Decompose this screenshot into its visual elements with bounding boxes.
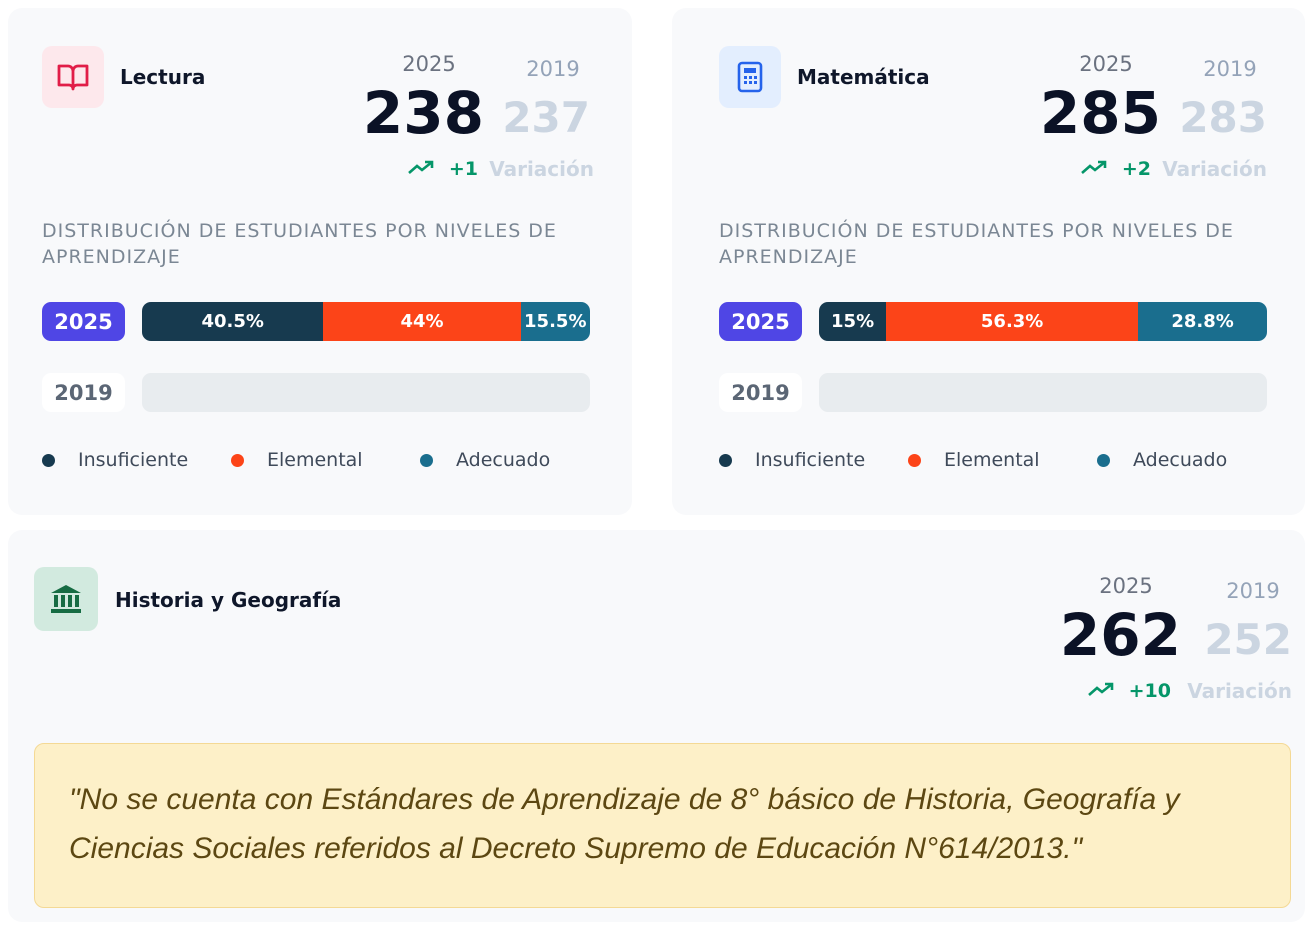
score-change: +1 [407, 157, 478, 181]
matematica-card: Matemática 2025 2019 285 283 +2 Variación DISTR… [672, 8, 1305, 515]
distribution-bar: 40.5% 44% 15.5% [142, 302, 590, 341]
bar-segment: 15.5% [520, 302, 590, 341]
legend-item: Insuficiente [42, 449, 188, 471]
building-icon [34, 567, 98, 631]
legend-label: Adecuado [1133, 449, 1228, 471]
previous-year: 2019 [526, 57, 580, 81]
legend-item: Elemental [908, 449, 1040, 471]
legend-label: Elemental [944, 449, 1040, 471]
historia-card: Historia y Geografía 2025 2019 262 252 +10 Var… [8, 530, 1305, 922]
distribution-bar [819, 373, 1267, 412]
legend-dot [719, 453, 732, 467]
current-year: 2025 [402, 52, 456, 76]
legend-item: Adecuado [420, 449, 550, 471]
change-value: +1 [448, 158, 478, 180]
change-label: Variación [489, 157, 594, 181]
previous-score: 283 [1179, 93, 1267, 142]
legend-item: Insuficiente [719, 449, 865, 471]
bar-segment: 40.5% [142, 302, 324, 341]
current-year: 2025 [1099, 574, 1153, 598]
trend-icon [1080, 157, 1108, 181]
legend-label: Insuficiente [78, 449, 189, 471]
subject-title: Matemática [797, 65, 930, 89]
distribution-bar: 15% 56.3% 28.8% [819, 302, 1267, 341]
bar-segment: 56.3% [886, 302, 1139, 341]
book-icon [42, 46, 104, 108]
subject-title: Historia y Geografía [115, 588, 342, 612]
year-badge: 2025 [42, 302, 125, 341]
legend-dot [1097, 453, 1110, 467]
legend-item: Elemental [231, 449, 363, 471]
change-label: Variación [1187, 679, 1292, 703]
legend-dot [908, 453, 921, 467]
distribution-bar [142, 373, 590, 412]
year-badge: 2019 [719, 373, 802, 412]
current-score: 285 [1039, 79, 1161, 147]
legend-label: Insuficiente [755, 449, 866, 471]
score-change: +2 [1080, 157, 1151, 181]
legend-dot [231, 453, 244, 467]
bar-segment: 44% [323, 302, 521, 341]
note-box: "No se cuenta con Estándares de Aprendiz… [34, 743, 1291, 908]
distribution-title: DISTRIBUCIÓN DE ESTUDIANTES POR NIVELES … [42, 220, 557, 268]
distribution-title: DISTRIBUCIÓN DE ESTUDIANTES POR NIVELES … [719, 220, 1234, 268]
bar-segment: 28.8% [1138, 302, 1267, 341]
score-change: +10 [1087, 679, 1171, 703]
previous-score: 237 [502, 93, 590, 142]
legend-item: Adecuado [1097, 449, 1227, 471]
previous-year: 2019 [1203, 57, 1257, 81]
previous-score: 252 [1204, 615, 1292, 664]
subject-title: Lectura [120, 65, 206, 89]
change-value: +2 [1121, 158, 1151, 180]
trend-icon [407, 157, 435, 181]
trend-icon [1087, 679, 1115, 703]
current-score: 238 [362, 79, 484, 147]
current-score: 262 [1059, 601, 1181, 669]
legend-label: Elemental [267, 449, 363, 471]
change-value: +10 [1128, 680, 1171, 702]
calculator-icon [719, 46, 781, 108]
previous-year: 2019 [1226, 579, 1280, 603]
current-year: 2025 [1079, 52, 1133, 76]
legend-dot [420, 453, 433, 467]
year-badge: 2025 [719, 302, 802, 341]
change-label: Variación [1162, 157, 1267, 181]
lectura-card: Lectura 2025 2019 238 237 +1 Variación DISTRIBU… [8, 8, 632, 515]
legend-label: Adecuado [456, 449, 551, 471]
legend-dot [42, 453, 55, 467]
year-badge: 2019 [42, 373, 125, 412]
bar-segment: 15% [819, 302, 887, 341]
